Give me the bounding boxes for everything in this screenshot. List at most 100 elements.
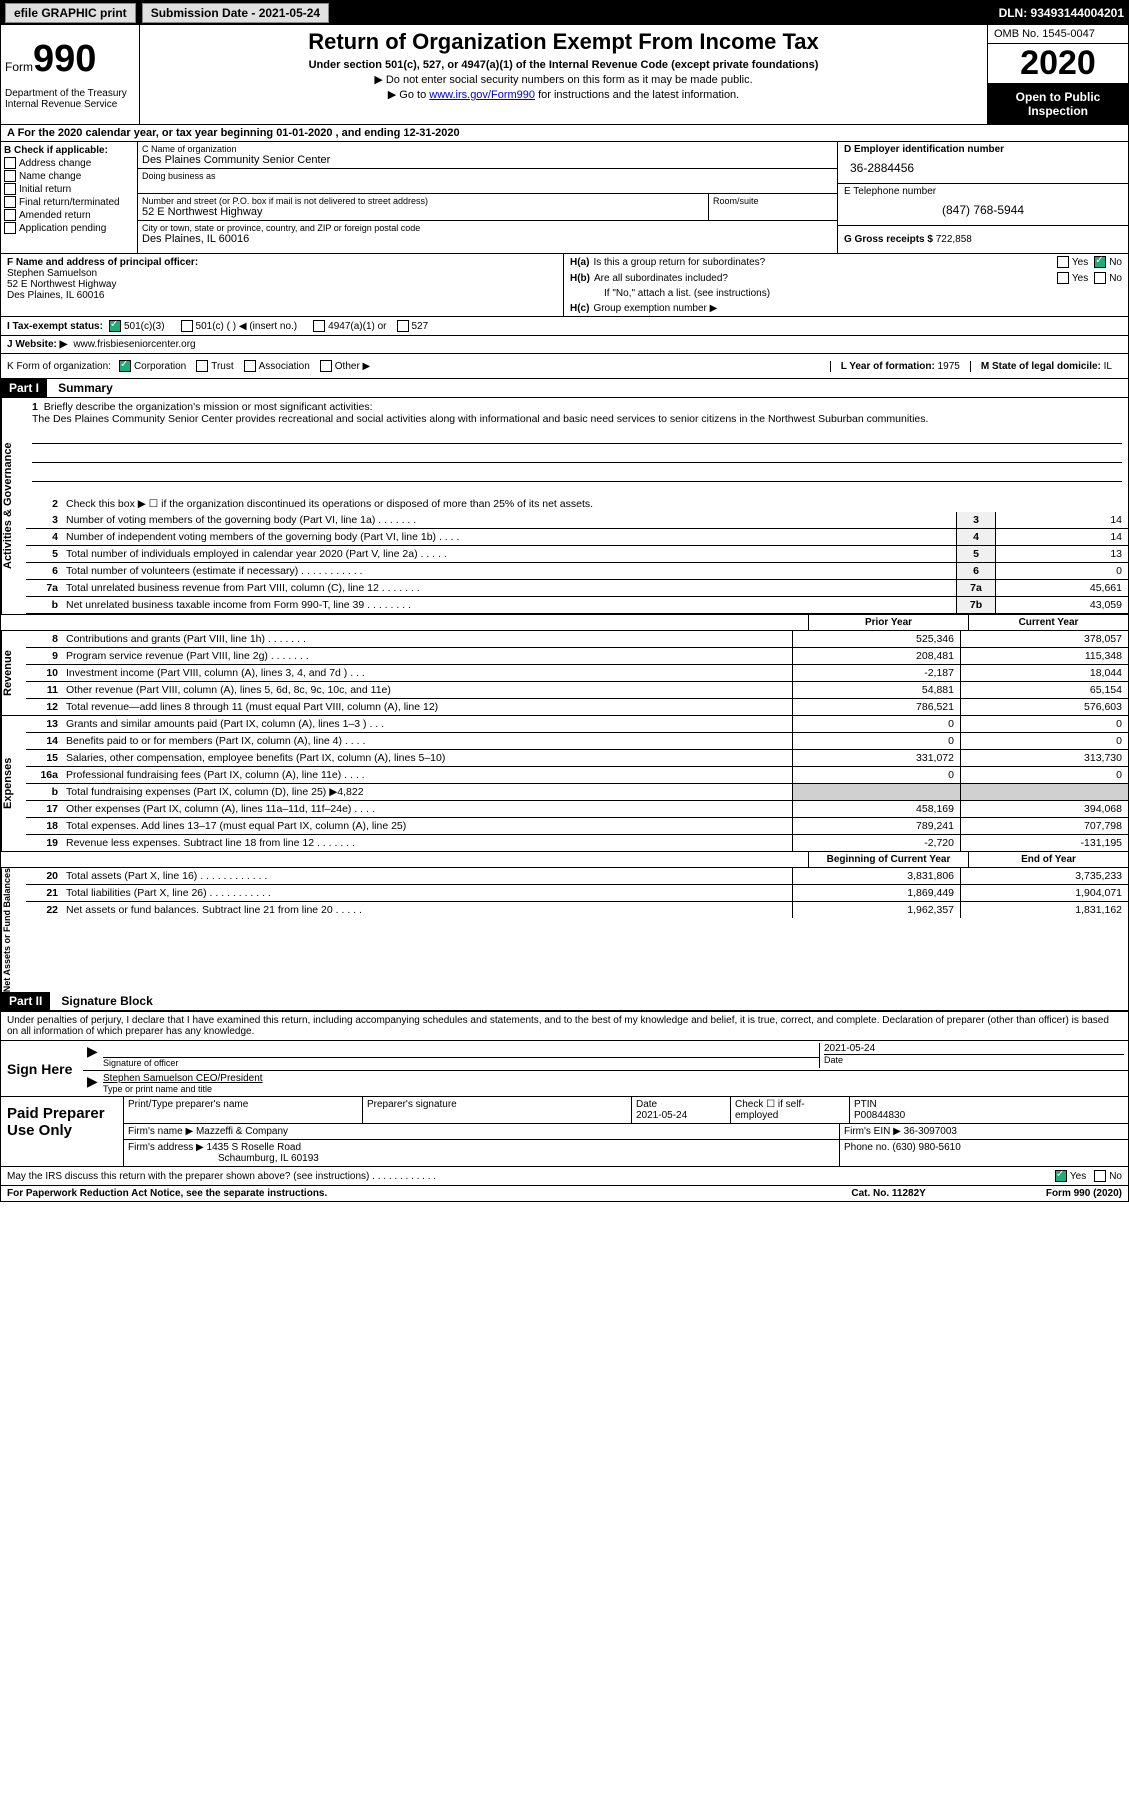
- checkbox-icon[interactable]: [1094, 1170, 1106, 1182]
- name-label: C Name of organization: [142, 144, 833, 154]
- checkbox-icon[interactable]: [109, 320, 121, 332]
- checkbox-icon[interactable]: [4, 222, 16, 234]
- omb-number: OMB No. 1545-0047: [988, 25, 1128, 44]
- part1-header: Part I: [1, 379, 47, 397]
- city-label: City or town, state or province, country…: [142, 223, 833, 233]
- header-mid: Return of Organization Exempt From Incom…: [140, 25, 988, 124]
- open-to-public: Open to Public Inspection: [988, 84, 1128, 124]
- checkbox-icon[interactable]: [4, 157, 16, 169]
- table-row: 9 Program service revenue (Part VIII, li…: [26, 648, 1128, 665]
- addr-value: 52 E Northwest Highway: [142, 206, 704, 218]
- chk-name-change: Name change: [4, 170, 134, 182]
- table-row: 8 Contributions and grants (Part VIII, l…: [26, 631, 1128, 648]
- prep-row1: Print/Type preparer's name Preparer's si…: [124, 1097, 1128, 1124]
- footer: For Paperwork Reduction Act Notice, see …: [1, 1186, 1128, 1201]
- tel-cell: E Telephone number (847) 768-5944: [838, 184, 1128, 226]
- table-row: 13 Grants and similar amounts paid (Part…: [26, 716, 1128, 733]
- note-ssn: ▶ Do not enter social security numbers o…: [150, 73, 977, 86]
- part2-bar: Part II Signature Block: [1, 992, 1128, 1011]
- addr-main: Number and street (or P.O. box if mail i…: [138, 194, 709, 220]
- checkbox-icon[interactable]: [320, 360, 332, 372]
- col-h: H(a) Is this a group return for subordin…: [564, 254, 1128, 316]
- self-employed-check: Check ☐ if self-employed: [731, 1097, 850, 1123]
- f-label: F Name and address of principal officer:: [7, 257, 557, 268]
- checkbox-icon[interactable]: [196, 360, 208, 372]
- form-subtitle: Under section 501(c), 527, or 4947(a)(1)…: [150, 59, 977, 71]
- form-page: efile GRAPHIC print Submission Date - 20…: [0, 0, 1129, 1202]
- footer-mid: Cat. No. 11282Y: [851, 1188, 925, 1199]
- table-row: 21 Total liabilities (Part X, line 26) .…: [26, 885, 1128, 902]
- checkbox-icon[interactable]: [4, 196, 16, 208]
- col-f: F Name and address of principal officer:…: [1, 254, 564, 316]
- firm-addr-row: Firm's address ▶ 1435 S Roselle RoadScha…: [124, 1140, 1128, 1166]
- line2: 2 Check this box ▶ ☐ if the organization…: [26, 496, 1128, 512]
- b-header: B Check if applicable:: [4, 145, 134, 156]
- current-year-header: Current Year: [968, 615, 1128, 630]
- governance-section: Activities & Governance 1 Briefly descri…: [1, 398, 1128, 614]
- tel-value: (847) 768-5944: [844, 197, 1122, 223]
- table-row: b Net unrelated business taxable income …: [26, 597, 1128, 614]
- revenue-section: Revenue 8 Contributions and grants (Part…: [1, 631, 1128, 715]
- mission-box: 1 Briefly describe the organization's mi…: [26, 398, 1128, 496]
- col-b: B Check if applicable: Address change Na…: [1, 142, 138, 253]
- part1-bar: Part I Summary: [1, 379, 1128, 398]
- part2-header: Part II: [1, 992, 50, 1010]
- addr-row: Number and street (or P.O. box if mail i…: [138, 194, 837, 221]
- begin-year-header: Beginning of Current Year: [808, 852, 968, 867]
- checkbox-icon[interactable]: [1055, 1170, 1067, 1182]
- col-c: C Name of organization Des Plaines Commu…: [138, 142, 838, 253]
- addr-suite: Room/suite: [709, 194, 837, 220]
- city-cell: City or town, state or province, country…: [138, 221, 837, 247]
- part2-title: Signature Block: [53, 992, 160, 1010]
- footer-left: For Paperwork Reduction Act Notice, see …: [7, 1188, 327, 1199]
- checkbox-icon[interactable]: [1057, 272, 1069, 284]
- ein-cell: D Employer identification number 36-2884…: [838, 142, 1128, 184]
- end-year-header: End of Year: [968, 852, 1128, 867]
- table-row: 16a Professional fundraising fees (Part …: [26, 767, 1128, 784]
- org-name: Des Plaines Community Senior Center: [142, 154, 833, 166]
- checkbox-icon[interactable]: [1094, 256, 1106, 268]
- table-row: 22 Net assets or fund balances. Subtract…: [26, 902, 1128, 918]
- dept-treasury: Department of the Treasury Internal Reve…: [5, 88, 135, 110]
- chk-final-return: Final return/terminated: [4, 196, 134, 208]
- checkbox-icon[interactable]: [1094, 272, 1106, 284]
- checkbox-icon[interactable]: [119, 360, 131, 372]
- dba-label: Doing business as: [142, 171, 833, 181]
- table-row: 20 Total assets (Part X, line 16) . . . …: [26, 868, 1128, 885]
- sign-here-row: Sign Here ▶ Signature of officer 2021-05…: [1, 1041, 1128, 1097]
- checkbox-icon[interactable]: [4, 209, 16, 221]
- checkbox-icon[interactable]: [4, 183, 16, 195]
- row-k: K Form of organization: Corporation Trus…: [1, 354, 1128, 379]
- table-row: b Total fundraising expenses (Part IX, c…: [26, 784, 1128, 801]
- checkbox-icon[interactable]: [181, 320, 193, 332]
- org-name-cell: C Name of organization Des Plaines Commu…: [138, 142, 837, 169]
- checkbox-icon[interactable]: [4, 170, 16, 182]
- prior-year-header: Prior Year: [808, 615, 968, 630]
- form-prefix: Form: [5, 60, 33, 74]
- mission-text: The Des Plaines Community Senior Center …: [32, 413, 1122, 425]
- irs-link[interactable]: www.irs.gov/Form990: [429, 89, 535, 101]
- block-bcd: B Check if applicable: Address change Na…: [1, 142, 1128, 254]
- prior-current-header: Prior Year Current Year: [1, 614, 1128, 631]
- hb-note: If "No," attach a list. (see instruction…: [564, 286, 1128, 301]
- officer-name: Stephen Samuelson: [7, 268, 557, 279]
- footer-right: Form 990 (2020): [1046, 1188, 1122, 1199]
- addr-label: Number and street (or P.O. box if mail i…: [142, 196, 704, 206]
- checkbox-icon[interactable]: [244, 360, 256, 372]
- city-value: Des Plaines, IL 60016: [142, 233, 833, 245]
- note-link: ▶ Go to www.irs.gov/Form990 for instruct…: [150, 88, 977, 101]
- checkbox-icon[interactable]: [397, 320, 409, 332]
- chk-initial-return: Initial return: [4, 183, 134, 195]
- table-row: 6 Total number of volunteers (estimate i…: [26, 563, 1128, 580]
- sig-officer-line: ▶ Signature of officer 2021-05-24 Date: [83, 1041, 1128, 1071]
- table-row: 17 Other expenses (Part IX, column (A), …: [26, 801, 1128, 818]
- chk-address-change: Address change: [4, 157, 134, 169]
- submission-date-button[interactable]: Submission Date - 2021-05-24: [142, 3, 329, 23]
- table-row: 12 Total revenue—add lines 8 through 11 …: [26, 699, 1128, 715]
- checkbox-icon[interactable]: [313, 320, 325, 332]
- table-row: 4 Number of independent voting members o…: [26, 529, 1128, 546]
- efile-print-button[interactable]: efile GRAPHIC print: [5, 3, 136, 23]
- checkbox-icon[interactable]: [1057, 256, 1069, 268]
- header-right: OMB No. 1545-0047 2020 Open to Public In…: [988, 25, 1128, 124]
- chk-amended: Amended return: [4, 209, 134, 221]
